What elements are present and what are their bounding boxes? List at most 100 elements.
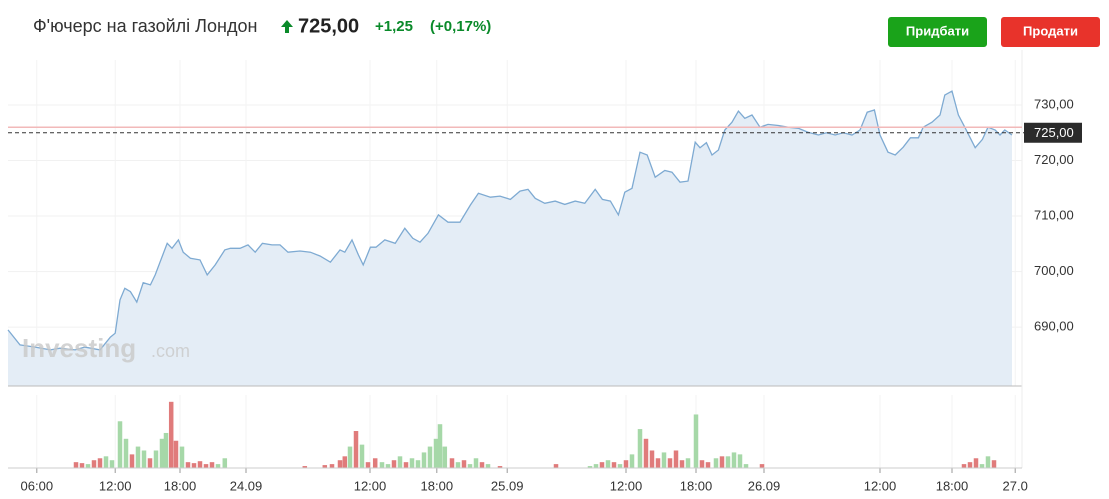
- volume-bar: [91, 460, 97, 468]
- plot: 690,00 700,00 710,00 720,00 730,00 06:00 12:00…: [7, 50, 1082, 493]
- volume-bar: [599, 462, 605, 468]
- volume-bar: [109, 460, 115, 468]
- volume-bar: [209, 462, 215, 468]
- volume-bar: [685, 458, 691, 468]
- volume-bar: [415, 460, 421, 468]
- volume-bar: [467, 464, 473, 468]
- up-arrow: [281, 20, 293, 33]
- volume-bar: [85, 464, 91, 468]
- x-tick-label: 06:00: [21, 478, 54, 493]
- buy-button-bg[interactable]: [888, 17, 987, 47]
- volume-bar: [743, 464, 749, 468]
- volume-bar: [403, 462, 409, 468]
- buy-label[interactable]: Придбати: [906, 23, 969, 38]
- x-tick-label: 24.09: [230, 478, 263, 493]
- y-tick-label: 700,00: [1034, 263, 1074, 278]
- sell-button-bg[interactable]: [1001, 17, 1100, 47]
- volume-bar: [168, 401, 174, 468]
- x-tick-label: 12:00: [99, 478, 132, 493]
- volume-bar: [409, 458, 415, 468]
- x-tick-label: 27.0: [1003, 478, 1028, 493]
- volume-bar: [123, 438, 129, 468]
- volume-bar: [713, 458, 719, 468]
- x-tick-label: 18:00: [164, 478, 197, 493]
- y-tick-label: 730,00: [1034, 96, 1074, 111]
- volume-bar: [643, 438, 649, 468]
- volume-bar: [329, 464, 335, 468]
- volume-bar: [129, 454, 135, 468]
- volume-bar: [991, 460, 997, 468]
- volume-bar: [623, 460, 629, 468]
- volume-bar: [497, 466, 503, 468]
- volume-bar: [159, 438, 165, 468]
- last-price-box: [1024, 122, 1082, 143]
- sell-button[interactable]: Продати: [1001, 17, 1100, 47]
- volume-bar: [302, 466, 308, 468]
- last-price: 725,00: [298, 15, 359, 37]
- volume-bar: [655, 458, 661, 468]
- volume-bar: [485, 464, 491, 468]
- x-tick-label: 26.09: [748, 478, 781, 493]
- volume-bar: [397, 456, 403, 468]
- volume-bar: [153, 450, 159, 468]
- volume-bar: [365, 462, 371, 468]
- x-tick-label: 12:00: [610, 478, 643, 493]
- volume-bar: [135, 446, 141, 468]
- volume-bar: [553, 464, 559, 468]
- price-change: +1,25: [375, 18, 413, 35]
- price-line: [7, 90, 1013, 351]
- volume-bar: [353, 431, 359, 468]
- x-tick-label: 12:00: [354, 478, 387, 493]
- volume-bar: [661, 452, 667, 468]
- volume-bar: [197, 461, 203, 468]
- volume-bar: [699, 460, 705, 468]
- volume-bar: [611, 462, 617, 468]
- volume-bar: [605, 460, 611, 468]
- volume-bar: [163, 432, 169, 468]
- volume-bar: [117, 421, 123, 468]
- volume-bar: [693, 414, 699, 468]
- instrument-title: Ф'ючерс на газойлі Лондон: [33, 16, 257, 36]
- volume-bar: [973, 458, 979, 468]
- volume-bar: [141, 450, 147, 468]
- price-area: [8, 91, 1012, 386]
- volume-bar: [961, 464, 967, 468]
- volume-bar: [649, 450, 655, 468]
- last-price-label: 725,00: [1034, 125, 1074, 140]
- volume-bar: [437, 424, 443, 468]
- volume-bar: [449, 458, 455, 468]
- volume-bar: [203, 464, 209, 468]
- volume-bar: [347, 446, 353, 468]
- volume-bar: [79, 463, 85, 468]
- volume-bar: [473, 458, 479, 468]
- volume-bar: [433, 438, 439, 468]
- volume-bar: [759, 464, 765, 468]
- volume-bar: [725, 456, 731, 468]
- volume-bar: [372, 458, 378, 468]
- price-change-pct: (+0,17%): [430, 18, 491, 35]
- volume-bar: [593, 464, 599, 468]
- volume-bar: [737, 454, 743, 468]
- volume-bar: [322, 465, 328, 468]
- volume-bar: [719, 456, 725, 468]
- volume-bar: [979, 464, 985, 468]
- volume-bar: [337, 460, 343, 468]
- volume-bar: [427, 446, 433, 468]
- volume-bar: [379, 462, 385, 468]
- volume-bar: [73, 462, 79, 468]
- watermark-brand: Investing: [22, 333, 136, 363]
- volume-bar: [173, 440, 179, 468]
- volume-bar: [985, 456, 991, 468]
- volume-bar: [391, 460, 397, 468]
- buy-button[interactable]: Придбати: [888, 17, 987, 47]
- volume-bar: [103, 456, 109, 468]
- volume-bar: [147, 458, 153, 468]
- volume-bar: [479, 462, 485, 468]
- volume-bar: [667, 458, 673, 468]
- volume-bar: [191, 463, 197, 468]
- volume-bar: [179, 446, 185, 468]
- volume-bar: [587, 466, 593, 468]
- sell-label[interactable]: Продати: [1023, 23, 1078, 38]
- volume-bar: [385, 464, 391, 468]
